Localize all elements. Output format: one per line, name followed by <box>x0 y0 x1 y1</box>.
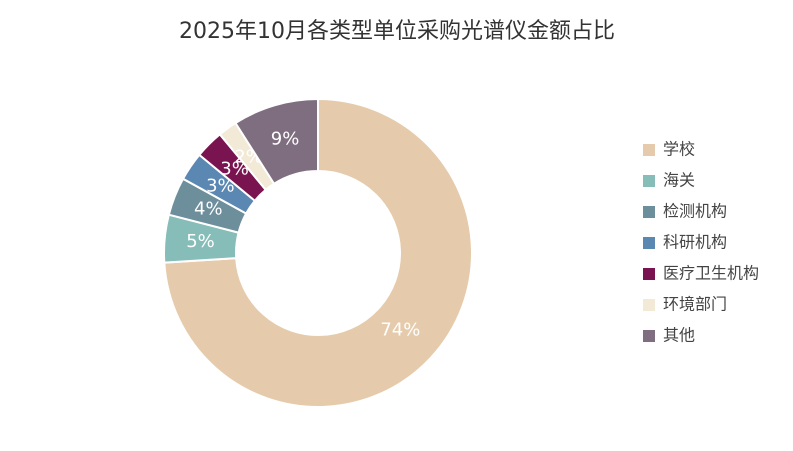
chart-title: 2025年10月各类型单位采购光谱仪金额占比 <box>179 19 615 44</box>
legend-label: 检测机构 <box>663 202 727 221</box>
legend-label: 环境部门 <box>663 295 727 314</box>
slice-label: 3% <box>206 176 235 197</box>
legend-swatch <box>643 268 655 280</box>
donut-slice <box>163 97 473 408</box>
legend-label: 科研机构 <box>663 233 727 252</box>
slice-label: 74% <box>380 319 420 340</box>
legend-swatch <box>643 175 655 187</box>
legend-swatch <box>643 206 655 218</box>
slice-label: 9% <box>271 129 300 150</box>
legend-swatch <box>643 237 655 249</box>
legend-label: 海关 <box>663 171 695 190</box>
slice-label: 4% <box>194 199 223 220</box>
legend-label: 学校 <box>663 140 695 159</box>
slice-label: 5% <box>186 231 215 252</box>
legend-swatch <box>643 299 655 311</box>
slice-label: 3% <box>220 159 249 180</box>
legend-swatch <box>643 144 655 156</box>
legend-label: 医疗卫生机构 <box>663 264 759 283</box>
donut-slice <box>234 97 319 186</box>
legend-swatch <box>643 330 655 342</box>
legend-label: 其他 <box>663 326 695 345</box>
